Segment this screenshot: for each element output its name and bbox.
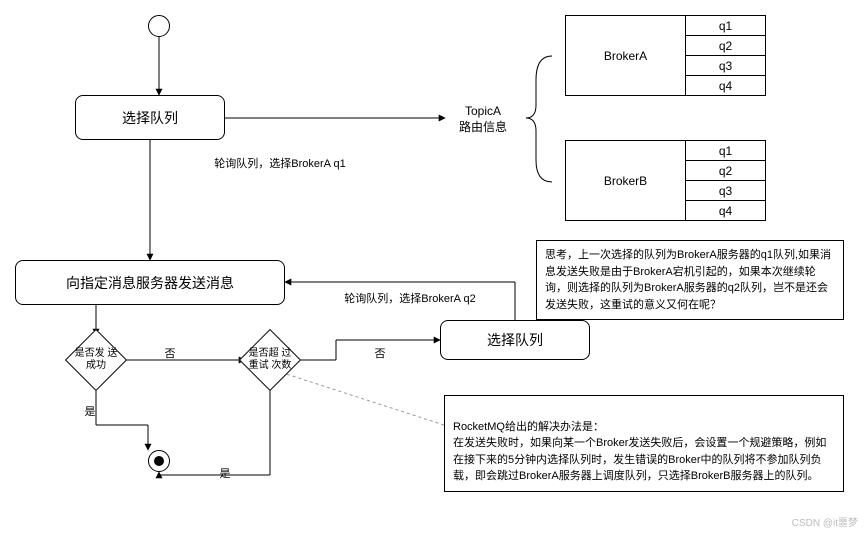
broker-b-q2: q2: [686, 161, 766, 181]
end-node: [148, 450, 170, 472]
decision-success: 是否发 送成功: [66, 330, 126, 390]
topic-label: TopicA 路由信息: [448, 104, 518, 135]
broker-a-name: BrokerA: [566, 16, 686, 96]
broker-b-q3: q3: [686, 181, 766, 201]
annotation-think: 思考，上一次选择的队列为BrokerA服务器的q1队列,如果消息发送失败是由于B…: [536, 240, 844, 320]
broker-b-q4: q4: [686, 201, 766, 221]
watermark: CSDN @it噩梦: [792, 514, 858, 529]
start-node: [148, 15, 170, 37]
broker-b-q1: q1: [686, 141, 766, 161]
broker-a-table: BrokerA q1 q2 q3 q4: [565, 15, 766, 96]
edge-success-yes: 是: [80, 403, 100, 419]
decision-retry: 是否超 过重试 次数: [240, 330, 300, 390]
select-queue-box-2: 选择队列: [440, 320, 590, 360]
broker-a-q1: q1: [686, 16, 766, 36]
annotation-solution: RocketMQ给出的解决办法是： 在发送失败时，如果向某一个Broker发送失…: [444, 395, 844, 492]
send-message-box: 向指定消息服务器发送消息: [15, 260, 285, 305]
annotation-think-text: 思考，上一次选择的队列为BrokerA服务器的q1队列,如果消息发送失败是由于B…: [545, 249, 831, 311]
topic-label-line1: TopicA: [448, 104, 518, 118]
edge-retry-no: 否: [370, 345, 390, 361]
annotation-solution-text: RocketMQ给出的解决办法是： 在发送失败时，如果向某一个Broker发送失…: [453, 421, 826, 483]
topic-label-line2: 路由信息: [448, 118, 518, 135]
edge-poll2: 轮询队列，选择BrokerA q2: [320, 290, 500, 306]
edge-retry-yes: 是: [215, 465, 235, 481]
select-queue-1-label: 选择队列: [122, 108, 178, 128]
broker-b-name: BrokerB: [566, 141, 686, 221]
decision-success-label: 是否发 送成功: [71, 348, 121, 372]
broker-a-q2: q2: [686, 36, 766, 56]
decision-retry-label: 是否超 过重试 次数: [245, 348, 295, 372]
select-queue-box-1: 选择队列: [75, 95, 225, 140]
broker-a-q3: q3: [686, 56, 766, 76]
send-message-label: 向指定消息服务器发送消息: [66, 273, 234, 293]
broker-a-q4: q4: [686, 76, 766, 96]
edge-poll1: 轮询队列，选择BrokerA q1: [190, 155, 370, 171]
broker-b-table: BrokerB q1 q2 q3 q4: [565, 140, 766, 221]
select-queue-2-label: 选择队列: [487, 330, 543, 350]
edge-success-no: 否: [160, 345, 180, 361]
